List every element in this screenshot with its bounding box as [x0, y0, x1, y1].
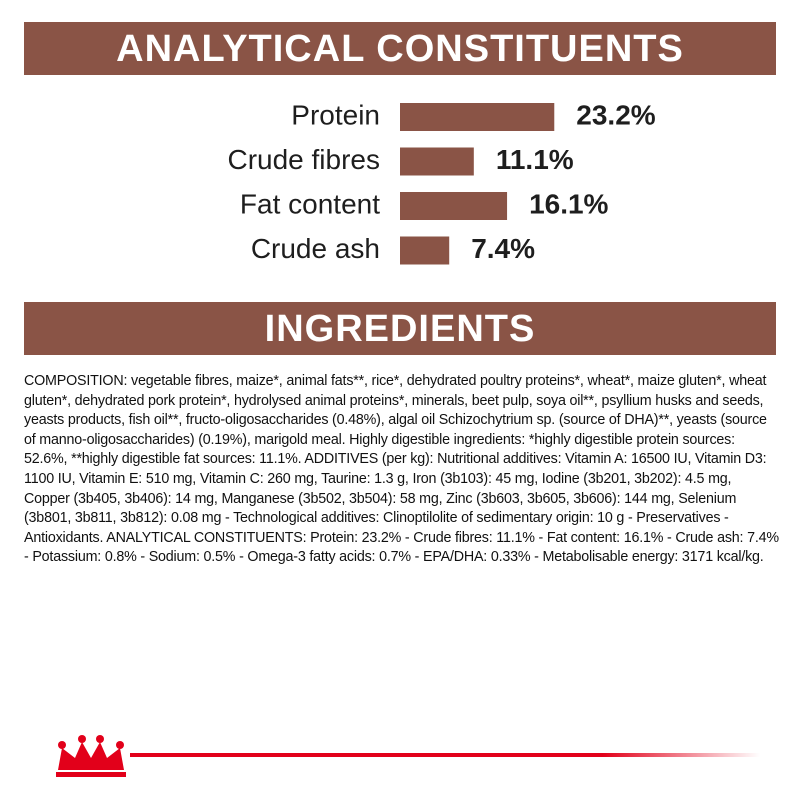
value-label: 11.1%	[496, 144, 574, 175]
bar	[400, 147, 474, 176]
chart-title: ANALYTICAL CONSTITUENTS	[24, 22, 776, 75]
bar	[400, 236, 450, 265]
bar	[400, 103, 555, 131]
bar	[400, 192, 508, 220]
category-label: Crude fibres	[227, 144, 380, 175]
category-label: Fat content	[240, 188, 380, 219]
section-title: INGREDIENTS	[24, 302, 776, 355]
value-label: 16.1%	[529, 188, 608, 219]
ingredients-text: COMPOSITION: vegetable fibres, maize*, a…	[24, 373, 779, 566]
footer-line	[130, 753, 760, 757]
value-label: 23.2%	[576, 99, 655, 130]
category-label: Protein	[291, 99, 380, 130]
footer	[56, 735, 760, 777]
chart: Protein 23.2% Crude fibres 11.1% Fat content…	[227, 99, 656, 265]
logo	[56, 735, 126, 777]
value-label: 7.4%	[471, 233, 535, 264]
category-label: Crude ash	[251, 233, 380, 264]
